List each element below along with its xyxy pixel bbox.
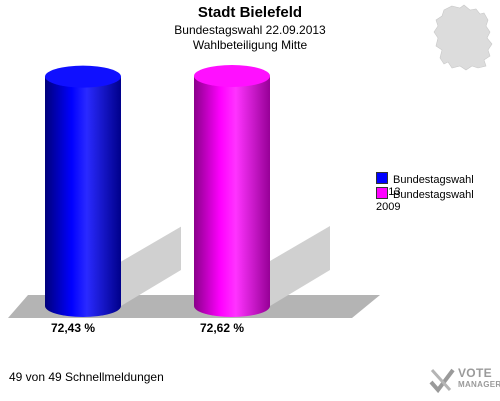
value-label-0: 72,43 % bbox=[51, 321, 95, 335]
germany-map-icon bbox=[433, 4, 493, 71]
vote-manager-check-icon bbox=[429, 368, 455, 394]
bar-top-1 bbox=[194, 65, 270, 87]
vote-manager-logo-line2: MANAGER bbox=[458, 380, 500, 389]
bar-shadow-1 bbox=[270, 226, 330, 306]
legend-swatch-2013 bbox=[376, 172, 388, 184]
legend-item-2009: Bundestagswahl 2009 bbox=[376, 187, 500, 213]
bar-shadow-0 bbox=[121, 226, 181, 306]
legend-swatch-2009 bbox=[376, 187, 388, 199]
bar-0 bbox=[45, 76, 121, 317]
chart-title: Stadt Bielefeld bbox=[197, 4, 303, 21]
chart-subtitle-election: Bundestagswahl 22.09.2013 bbox=[174, 23, 326, 37]
vote-manager-logo-line1: VOTE bbox=[458, 366, 492, 380]
vote-manager-logo: VOTE MANAGER bbox=[428, 366, 500, 396]
bar-top-0 bbox=[45, 65, 121, 88]
value-label-1: 72,62 % bbox=[200, 321, 244, 335]
bar-1 bbox=[194, 76, 270, 317]
footer-status: 49 von 49 Schnellmeldungen bbox=[9, 370, 164, 384]
chart-subtitle-district: Wahlbeteiligung Mitte bbox=[192, 38, 308, 52]
legend-label-2009: Bundestagswahl 2009 bbox=[376, 189, 474, 213]
